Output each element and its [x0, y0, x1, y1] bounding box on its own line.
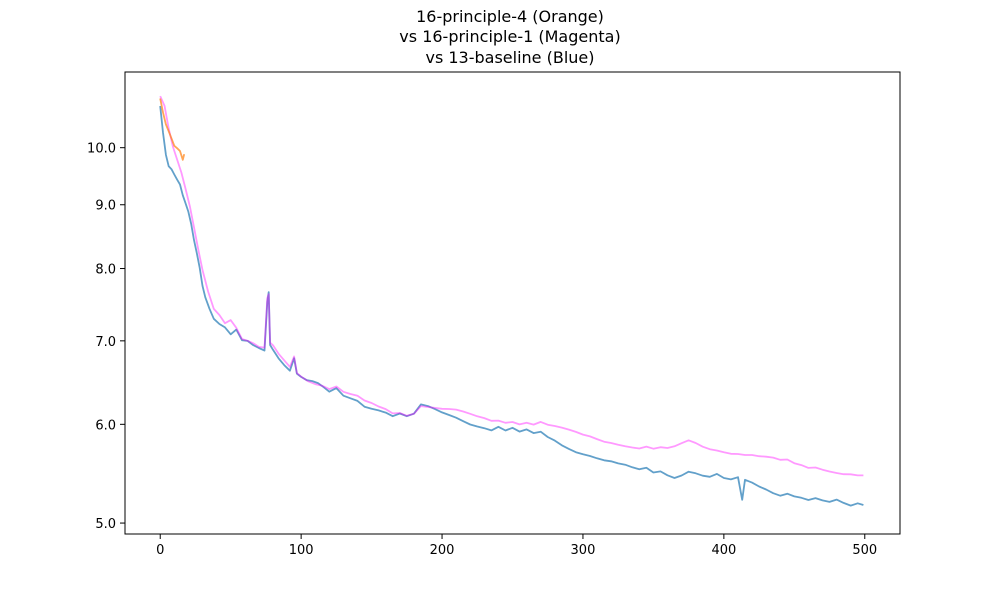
x-tick-label: 0: [156, 543, 164, 558]
chart-title: 16-principle-4 (Orange) vs 16-principle-…: [399, 7, 620, 67]
title-line-3: vs 13-baseline (Blue): [425, 48, 594, 67]
plot-frame: [124, 71, 901, 535]
y-tick-label: 5.0: [95, 517, 116, 532]
y-tick-label: 8.0: [95, 263, 116, 278]
x-tick-label: 500: [852, 543, 877, 558]
y-tick-label: 6.0: [95, 418, 116, 433]
y-tick-label: 10.0: [87, 142, 116, 157]
x-tick-label: 400: [711, 543, 736, 558]
y-tick-label: 9.0: [95, 199, 116, 214]
axes: 0 100 200 300 400 500 5.0 6.0 7.0 8.0 9.0 10.0: [87, 142, 877, 558]
x-tick-label: 100: [289, 543, 314, 558]
x-tick-label: 300: [571, 543, 596, 558]
series-layer: [159, 95, 864, 507]
series-line-1: [159, 95, 864, 477]
title-line-2: vs 16-principle-1 (Magenta): [399, 27, 620, 46]
y-tick-label: 7.0: [95, 335, 116, 350]
title-line-1: 16-principle-4 (Orange): [416, 7, 604, 26]
series-line-2: [159, 98, 186, 161]
x-tick-label: 200: [430, 543, 455, 558]
series-line-0: [159, 105, 864, 507]
